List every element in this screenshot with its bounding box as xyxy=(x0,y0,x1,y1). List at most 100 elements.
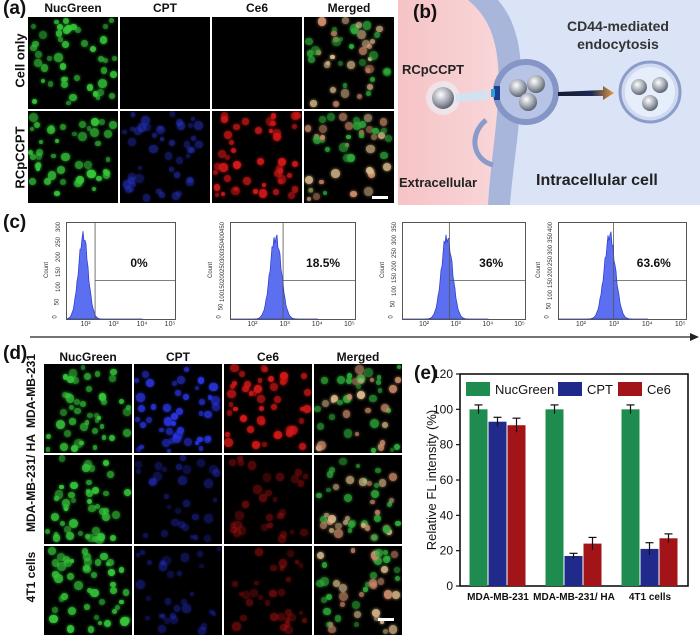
cell-spot xyxy=(135,579,145,589)
cell-spot xyxy=(299,563,304,568)
cell-spot xyxy=(39,139,44,144)
cell-spot xyxy=(355,364,364,374)
cell-spot xyxy=(253,485,263,494)
cell-spot xyxy=(141,115,151,125)
bar-cpt xyxy=(640,548,659,586)
flow-y-tick: 350 xyxy=(548,233,555,244)
cell-spot xyxy=(139,549,146,556)
cell-spot xyxy=(94,417,100,423)
cell-spot xyxy=(257,395,265,403)
cell-spot xyxy=(258,595,264,601)
flow-x-tick: 10³ xyxy=(608,321,619,328)
cell-spot xyxy=(108,435,115,442)
cell-spot xyxy=(94,371,101,377)
cell-spot xyxy=(374,549,383,558)
cell-spot xyxy=(216,546,221,552)
cell-spot xyxy=(359,133,365,139)
flow-x-tick: 10⁴ xyxy=(311,321,323,328)
cell-spot xyxy=(102,57,109,64)
cell-spot xyxy=(63,27,70,34)
flow-y-tick: 150 xyxy=(392,273,399,284)
cell-spot xyxy=(269,382,278,392)
cell-spot xyxy=(163,404,171,413)
flow-y-tick: 400 xyxy=(220,231,227,243)
cell-spot xyxy=(388,498,394,503)
cell-spot xyxy=(29,112,39,122)
micrograph-d-r0-c1 xyxy=(134,364,222,453)
cell-spot xyxy=(139,421,146,429)
cell-spot xyxy=(212,402,220,411)
cell-spot xyxy=(378,479,387,487)
cell-spot xyxy=(355,464,361,469)
cell-spot xyxy=(149,478,156,486)
cell-spot xyxy=(309,188,314,193)
cell-spot xyxy=(383,589,393,599)
cell-spot xyxy=(230,364,239,373)
cell-spot xyxy=(58,37,63,42)
cell-spot xyxy=(52,607,58,613)
cell-spot xyxy=(197,436,203,443)
cell-spot xyxy=(150,403,157,410)
cell-spot xyxy=(60,443,69,452)
cell-spot xyxy=(94,503,100,509)
cell-spot xyxy=(229,522,236,528)
cell-spot xyxy=(51,153,57,159)
cell-spot xyxy=(257,378,263,383)
cell-spot xyxy=(35,148,43,157)
cell-spot xyxy=(337,375,346,384)
cell-spot xyxy=(272,132,282,142)
micrograph-a-r1-c3 xyxy=(304,111,394,203)
cell-spot xyxy=(269,129,274,134)
cell-spot xyxy=(355,22,362,28)
flow-y-tick: 150 xyxy=(220,281,227,293)
cell-spot xyxy=(217,150,226,159)
cell-spot xyxy=(298,610,303,615)
cell-spot xyxy=(93,614,100,621)
cell-spot xyxy=(357,391,366,400)
flow-plot-3: 36% xyxy=(402,222,526,320)
cell-spot xyxy=(108,92,116,100)
cell-spot xyxy=(161,467,167,473)
flow-y-tick: 0 xyxy=(216,315,223,319)
cell-spot xyxy=(197,459,206,468)
cell-spot xyxy=(100,552,108,561)
cell-spot xyxy=(141,371,149,379)
cell-spot xyxy=(91,427,99,435)
cell-spot xyxy=(184,366,190,372)
flow-x-tick: 10² xyxy=(575,321,586,328)
cell-spot xyxy=(346,476,355,485)
cell-spot xyxy=(144,124,152,132)
cell-spot xyxy=(90,588,99,597)
cell-spot xyxy=(55,30,63,37)
cell-spot xyxy=(171,191,181,201)
cell-spot xyxy=(372,608,381,617)
cell-spot xyxy=(367,170,375,178)
histogram-area xyxy=(559,231,648,320)
micrograph-d-r1-c1 xyxy=(134,455,222,544)
cell-spot xyxy=(274,430,283,439)
flow-y-tick: 50 xyxy=(546,302,553,310)
cell-spot xyxy=(279,376,289,385)
cell-spot xyxy=(319,115,327,123)
cell-spot xyxy=(99,424,105,429)
cell-spot xyxy=(54,490,64,499)
cell-spot xyxy=(159,559,166,566)
cell-spot xyxy=(317,552,325,560)
cell-spot xyxy=(180,598,187,606)
cell-spot xyxy=(369,581,377,589)
cell-spot xyxy=(377,132,385,139)
cell-spot xyxy=(303,388,311,396)
cell-spot xyxy=(346,134,352,140)
cell-spot xyxy=(320,135,326,141)
flow-y-tick: 250 xyxy=(56,236,63,248)
cell-spot xyxy=(231,581,239,588)
cell-spot xyxy=(107,471,114,478)
y-tick-label: 100 xyxy=(433,402,453,416)
cell-spot xyxy=(97,621,102,626)
flow-y-tick: 150 xyxy=(56,266,63,278)
cell-spot xyxy=(300,372,307,379)
cell-spot xyxy=(355,431,360,437)
cell-spot xyxy=(190,117,196,122)
cell-spot xyxy=(232,123,240,131)
cell-spot xyxy=(166,428,174,436)
